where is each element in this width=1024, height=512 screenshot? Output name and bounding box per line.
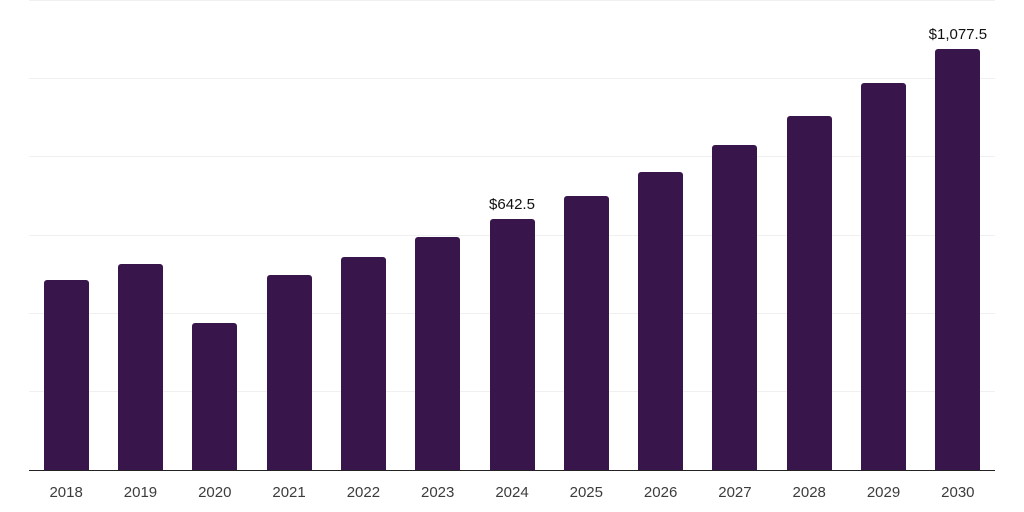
data-label-2030: $1,077.5 <box>928 25 988 43</box>
bar-2020 <box>192 323 238 470</box>
gridline-1000 <box>29 78 995 80</box>
bar-2023 <box>415 237 461 470</box>
x-axis: 2018 2019 2020 2021 2022 2023 2024 2025 2026 2027… <box>29 484 995 504</box>
x-tick-2025: 2025 <box>569 484 603 501</box>
x-tick-2028: 2028 <box>792 484 826 501</box>
gridline-1200 <box>29 0 995 1</box>
x-tick-2019: 2019 <box>123 484 158 501</box>
bar-2030 <box>935 48 981 470</box>
bar-2025 <box>563 196 609 470</box>
x-tick-2030: 2030 <box>941 484 975 501</box>
x-tick-2021: 2021 <box>272 484 306 501</box>
bar-2019 <box>117 263 163 470</box>
x-tick-2029: 2029 <box>866 484 901 501</box>
x-tick-2026: 2026 <box>643 484 678 501</box>
bar-2018 <box>43 280 89 470</box>
x-tick-2027: 2027 <box>718 484 752 501</box>
bar-2021 <box>266 274 312 470</box>
plot-area: $642.5 $1,077.5 <box>29 0 995 471</box>
bar-2024 <box>489 218 535 470</box>
x-tick-2020: 2020 <box>198 484 232 501</box>
bar-2026 <box>638 172 684 470</box>
bar-2022 <box>340 257 386 470</box>
x-tick-2024: 2024 <box>495 484 529 501</box>
bar-2027 <box>712 144 758 470</box>
x-tick-2022: 2022 <box>346 484 381 501</box>
x-tick-2018: 2018 <box>49 484 83 501</box>
data-label-2024: $642.5 <box>489 195 535 213</box>
gridline-800 <box>29 156 995 158</box>
bar-2029 <box>861 83 907 470</box>
x-tick-2023: 2023 <box>421 484 455 501</box>
bar-2028 <box>786 116 832 470</box>
